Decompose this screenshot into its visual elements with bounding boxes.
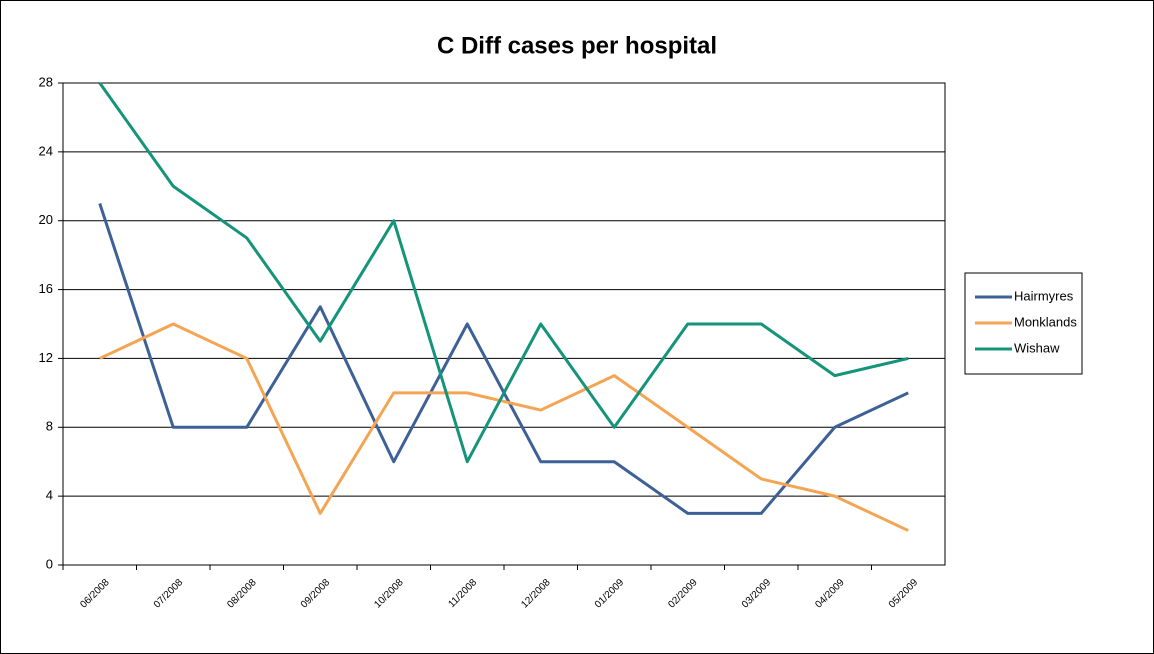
legend-label: Monklands bbox=[1014, 314, 1077, 329]
series-line bbox=[98, 82, 909, 464]
chart-title: C Diff cases per hospital bbox=[437, 32, 717, 59]
y-tick-label: 12 bbox=[39, 350, 53, 365]
y-tick-label: 28 bbox=[39, 74, 53, 89]
y-tick-label: 20 bbox=[39, 212, 53, 227]
y-tick-label: 0 bbox=[46, 556, 53, 571]
series-line bbox=[99, 322, 909, 532]
y-tick-label: 24 bbox=[39, 143, 53, 158]
legend-label: Hairmyres bbox=[1014, 288, 1074, 303]
y-tick-label: 16 bbox=[39, 281, 53, 296]
y-tick-label: 4 bbox=[46, 488, 53, 503]
legend-label: Wishaw bbox=[1014, 340, 1060, 355]
y-tick-label: 8 bbox=[46, 419, 53, 434]
